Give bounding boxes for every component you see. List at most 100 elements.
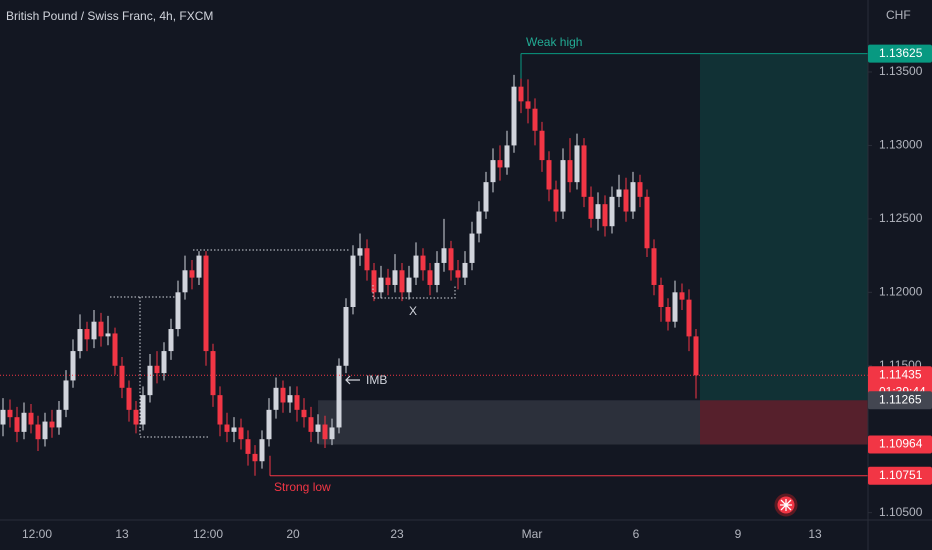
candle-body (602, 204, 608, 227)
candle-body (490, 160, 496, 183)
zones (318, 53, 868, 445)
candle-body (469, 233, 475, 263)
weak-high-label: Weak high (526, 35, 582, 49)
candle-body (329, 427, 335, 440)
x-tick-label: 12:00 (22, 527, 52, 541)
candle-body (357, 248, 363, 256)
candle-body (567, 160, 573, 183)
candle-body (588, 196, 594, 219)
candle-body (140, 395, 146, 425)
overlay: IMB X (110, 249, 798, 517)
candle-body (175, 292, 181, 330)
currency: CHF (886, 8, 911, 22)
candle-body (595, 204, 601, 219)
candle-body (203, 255, 209, 352)
candle-body (238, 427, 244, 440)
candle-body (133, 409, 139, 425)
candle-body (672, 292, 678, 322)
candle-body (651, 248, 657, 285)
y-tick-label: 1.13500 (879, 64, 923, 78)
x-tick-label: 20 (286, 527, 300, 541)
candle-body (413, 255, 419, 278)
x-tick-label: 23 (390, 527, 404, 541)
candle-body (406, 277, 412, 293)
candle-body (399, 270, 405, 293)
candle-body (511, 86, 517, 146)
candle-body (126, 387, 132, 410)
candle-body (616, 189, 622, 197)
candle-body (91, 321, 97, 340)
candle-body (259, 439, 265, 462)
candle-body (308, 417, 314, 432)
x-tick-label: 13 (808, 527, 822, 541)
candle-body (462, 262, 468, 278)
event-flag (780, 499, 792, 511)
candle-body (49, 421, 55, 428)
candle-body (504, 145, 510, 168)
candle-body (434, 262, 440, 285)
y-tick-label: 1.12500 (879, 211, 923, 225)
price-label-box (868, 391, 932, 410)
x-tick-label: 6 (633, 527, 640, 541)
candle-body (371, 270, 377, 293)
candle-body (35, 424, 41, 440)
candle-body (518, 86, 524, 102)
imbalance-zone (318, 400, 700, 445)
candle-body (245, 439, 251, 454)
imb-arrow (345, 375, 360, 385)
price-label-box (868, 44, 932, 63)
price-label: 1.13625 (879, 46, 923, 60)
candle-body (14, 417, 20, 432)
candle-body (98, 321, 104, 337)
candle-body (336, 365, 342, 428)
strong-low-label: Strong low (274, 480, 331, 494)
candle-body (70, 351, 76, 381)
y-tick-label: 1.12000 (879, 284, 923, 298)
candle-body (315, 424, 321, 432)
candle-body (679, 292, 685, 300)
candle-body (28, 412, 34, 425)
stop-zone (700, 400, 868, 445)
candle-body (378, 277, 384, 293)
candle-body (322, 424, 328, 440)
candle-body (497, 160, 503, 168)
candle-body (686, 299, 692, 337)
candle-body (350, 255, 356, 308)
y-tick-label: 1.10500 (879, 505, 923, 519)
candle-body (0, 409, 6, 425)
candle-body (217, 395, 223, 425)
price-label: 1.10964 (879, 437, 923, 451)
candle-body (420, 255, 426, 271)
candle-body (483, 182, 489, 212)
candle-body (609, 196, 615, 227)
candle-body (455, 270, 461, 278)
price-label: 1.11435 (879, 367, 922, 381)
candle-body (539, 130, 545, 161)
candle-body (525, 101, 531, 109)
candle-body (553, 189, 559, 212)
price-label-box (868, 466, 932, 485)
price-label: 1.10751 (879, 468, 923, 482)
candle-body (532, 108, 538, 131)
price-label: 1.11265 (879, 392, 922, 406)
candle-body (665, 307, 671, 322)
candle-body (56, 409, 62, 428)
candle-body (581, 145, 587, 197)
candle-body (77, 329, 83, 352)
candle-body (364, 248, 370, 271)
candle-body (182, 270, 188, 293)
candle-body (154, 365, 160, 374)
candle-body (448, 248, 454, 271)
candle-body (287, 395, 293, 403)
candle-body (105, 333, 111, 337)
candle-body (560, 160, 566, 212)
candle-body (224, 424, 230, 432)
candle-body (42, 421, 48, 440)
y-tick-label: 1.13000 (879, 138, 923, 152)
candle-body (693, 336, 699, 376)
candle-body (63, 380, 69, 410)
candle-body (427, 270, 433, 285)
candle-body (343, 307, 349, 366)
candle-body (168, 329, 174, 352)
